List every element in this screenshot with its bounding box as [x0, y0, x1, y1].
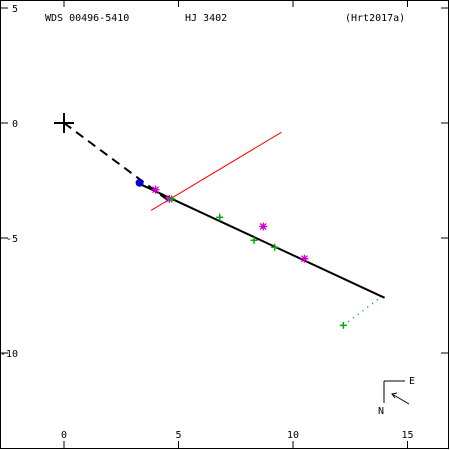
star-d2	[259, 223, 267, 230]
observation-star	[300, 254, 309, 263]
observation-plus	[168, 195, 176, 203]
x-tick-label: 0	[61, 430, 67, 441]
y-tick-label: -10	[0, 349, 18, 360]
compass: E N	[378, 376, 415, 417]
chart-marks	[54, 113, 386, 329]
red-line	[150, 131, 282, 211]
y-tick-label: 0	[12, 119, 18, 130]
header-discoverer: HJ 3402	[185, 13, 227, 24]
header-reference: (Hrt2017a)	[345, 13, 405, 24]
star-d2	[300, 255, 308, 263]
observation-star	[151, 185, 160, 194]
motion-arrow-head	[391, 392, 398, 399]
x-tick-label: 10	[287, 430, 299, 441]
star-d2	[152, 186, 160, 194]
observation-star	[259, 222, 268, 231]
compass-north-label: N	[378, 406, 384, 417]
compass-east-label: E	[409, 376, 415, 387]
observation-plus	[339, 321, 347, 329]
header-designation: WDS 00496-5410	[45, 13, 129, 24]
observation-dot	[135, 178, 144, 187]
observation-plus	[271, 243, 279, 251]
x-tick-label: 5	[175, 430, 181, 441]
x-tick-label: 15	[401, 430, 413, 441]
observation-dot	[135, 178, 144, 187]
origin-link-dashed	[63, 122, 170, 203]
y-tick-label: -5	[6, 234, 18, 245]
y-tick-label: 5	[12, 4, 18, 15]
orbit-line	[136, 181, 386, 299]
observation-plus	[216, 213, 224, 221]
motion-arrow-shaft	[391, 393, 410, 405]
observation-plus	[250, 236, 258, 244]
